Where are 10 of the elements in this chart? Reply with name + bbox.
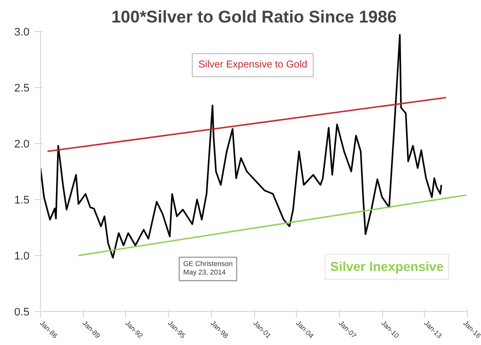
y-tick-label: 2.0 (14, 138, 30, 150)
y-tick-label: 3.0 (14, 26, 30, 38)
y-tick-label: 1.5 (14, 194, 30, 206)
y-tick-label: 0.5 (14, 306, 30, 318)
annotation: Silver Expensive to Gold (198, 60, 308, 71)
y-tick-label: 2.5 (14, 82, 30, 94)
chart-title: 100*Silver to Gold Ratio Since 1986 (111, 8, 397, 26)
annotation: Silver Inexpensive (330, 259, 444, 274)
y-tick-label: 1.0 (14, 250, 30, 262)
line-series (40, 34, 442, 259)
